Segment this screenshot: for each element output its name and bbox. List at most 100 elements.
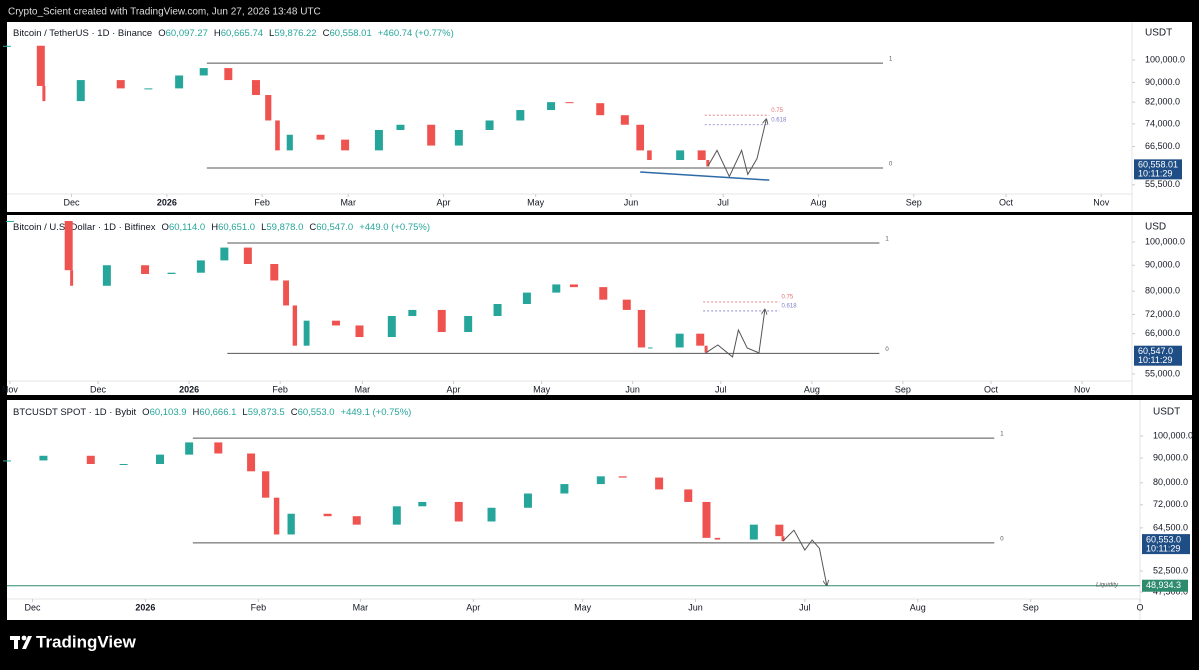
candle xyxy=(522,292,531,304)
candle xyxy=(70,270,74,286)
ohlc-value: 59,873.5 xyxy=(248,407,285,418)
candle xyxy=(116,80,125,89)
candle xyxy=(3,460,11,462)
level-label: 1 xyxy=(1000,432,1004,438)
candle xyxy=(167,272,176,274)
candle xyxy=(156,454,165,464)
chart-panel: Bitcoin / TetherUS · 1D · Binance O60,097… xyxy=(3,22,1192,212)
countdown: 10:11:29 xyxy=(1138,355,1172,365)
candle xyxy=(684,489,693,502)
x-tick-label: Nov xyxy=(1074,384,1091,394)
ohlc-value: 60,553.0 xyxy=(298,407,335,418)
last-price-label: 60,558.01 xyxy=(1138,160,1178,170)
candle xyxy=(341,139,350,151)
ohlc-label: L xyxy=(269,28,274,39)
panel-background xyxy=(7,215,1192,395)
candle xyxy=(316,134,325,140)
x-tick-label: Dec xyxy=(64,197,81,207)
candle xyxy=(485,120,494,130)
candle xyxy=(427,124,436,146)
x-tick-label: Oct xyxy=(999,197,1014,207)
candle xyxy=(5,220,14,222)
candle xyxy=(775,524,784,537)
candle xyxy=(243,247,252,265)
x-tick-label: 2026 xyxy=(157,197,177,207)
x-tick-label: Jul xyxy=(717,197,729,207)
x-tick-label: Jul xyxy=(799,602,811,612)
symbol: Bitcoin / TetherUS · 1D · Binance xyxy=(13,28,152,39)
candle xyxy=(637,309,646,348)
level-label: 0 xyxy=(1000,536,1004,542)
candle xyxy=(86,455,95,464)
candle xyxy=(247,453,256,472)
candle xyxy=(144,88,153,90)
candle xyxy=(408,309,417,317)
x-tick-label: Feb xyxy=(251,602,267,612)
x-tick-label: Jun xyxy=(688,602,703,612)
y-tick-label: 55,000.0 xyxy=(1145,368,1180,378)
ohlc-value: 60,114.0 xyxy=(169,222,205,233)
last-price-tag xyxy=(1134,345,1182,366)
x-tick-label: Dec xyxy=(24,602,41,612)
x-tick-label: Mar xyxy=(340,197,356,207)
candle xyxy=(547,102,556,111)
candle xyxy=(283,280,289,306)
y-tick-label: 100,000.0 xyxy=(1145,54,1185,64)
candle xyxy=(523,493,532,508)
candle xyxy=(648,347,653,349)
x-tick-label: 2026 xyxy=(135,602,155,612)
panel-background xyxy=(7,400,1192,620)
y-tick-label: 66,000.0 xyxy=(1145,328,1180,338)
candle xyxy=(618,476,627,478)
candle xyxy=(175,75,184,89)
ohlc-label: L xyxy=(261,222,266,233)
projection-path xyxy=(707,120,766,178)
candle xyxy=(102,265,111,286)
candle xyxy=(704,345,708,353)
candle xyxy=(622,299,631,310)
ohlc-value: 59,878.0 xyxy=(266,222,303,233)
chart-panel: BTCUSDT SPOT · 1D · Bybit O60,103.9 H60,66… xyxy=(3,400,1193,620)
x-tick-label: Jul xyxy=(715,384,727,394)
candle xyxy=(199,68,208,76)
x-tick-label: May xyxy=(574,602,592,612)
x-tick-label: Mar xyxy=(355,384,371,394)
candle xyxy=(781,536,785,542)
fib-label: 0.75 xyxy=(771,108,783,114)
x-tick-label: Sep xyxy=(895,384,911,394)
candle xyxy=(714,537,721,540)
ohlc-value: 60,651.0 xyxy=(218,222,255,233)
candle xyxy=(273,497,280,535)
candle xyxy=(64,220,73,271)
y-tick-label: 100,000.0 xyxy=(1153,430,1193,440)
x-tick-label: Feb xyxy=(272,384,288,394)
x-tick-label: Mar xyxy=(353,602,369,612)
y-tick-label: 80,000.0 xyxy=(1153,477,1188,487)
candle xyxy=(220,247,229,261)
candle xyxy=(569,284,578,288)
candle xyxy=(292,305,298,346)
legend: BTCUSDT SPOT · 1D · Bybit O60,103.9 H60,66… xyxy=(13,407,411,418)
candle xyxy=(620,115,629,125)
candle xyxy=(565,102,574,104)
fib-label: 0.618 xyxy=(771,117,787,123)
candle xyxy=(275,120,280,151)
legend: Bitcoin / TetherUS · 1D · Binance O60,097… xyxy=(13,28,454,39)
x-tick-label: Sep xyxy=(1023,602,1039,612)
candle xyxy=(676,150,685,161)
currency: USDT xyxy=(1153,407,1180,418)
ohlc-label: O xyxy=(158,28,165,39)
ohlc-label: H xyxy=(193,407,200,418)
candle xyxy=(185,442,194,455)
ohlc-label: O xyxy=(162,222,169,233)
liquidity-label: Liquidity xyxy=(1096,582,1119,588)
candle xyxy=(464,316,473,333)
x-tick-label: Aug xyxy=(910,602,926,612)
candle xyxy=(702,501,711,538)
ohlc-value: 60,547.0 xyxy=(316,222,353,233)
candle xyxy=(418,501,427,507)
candle xyxy=(749,524,758,540)
candle xyxy=(303,320,310,346)
last-price-label: 60,553.0 xyxy=(1146,534,1181,544)
